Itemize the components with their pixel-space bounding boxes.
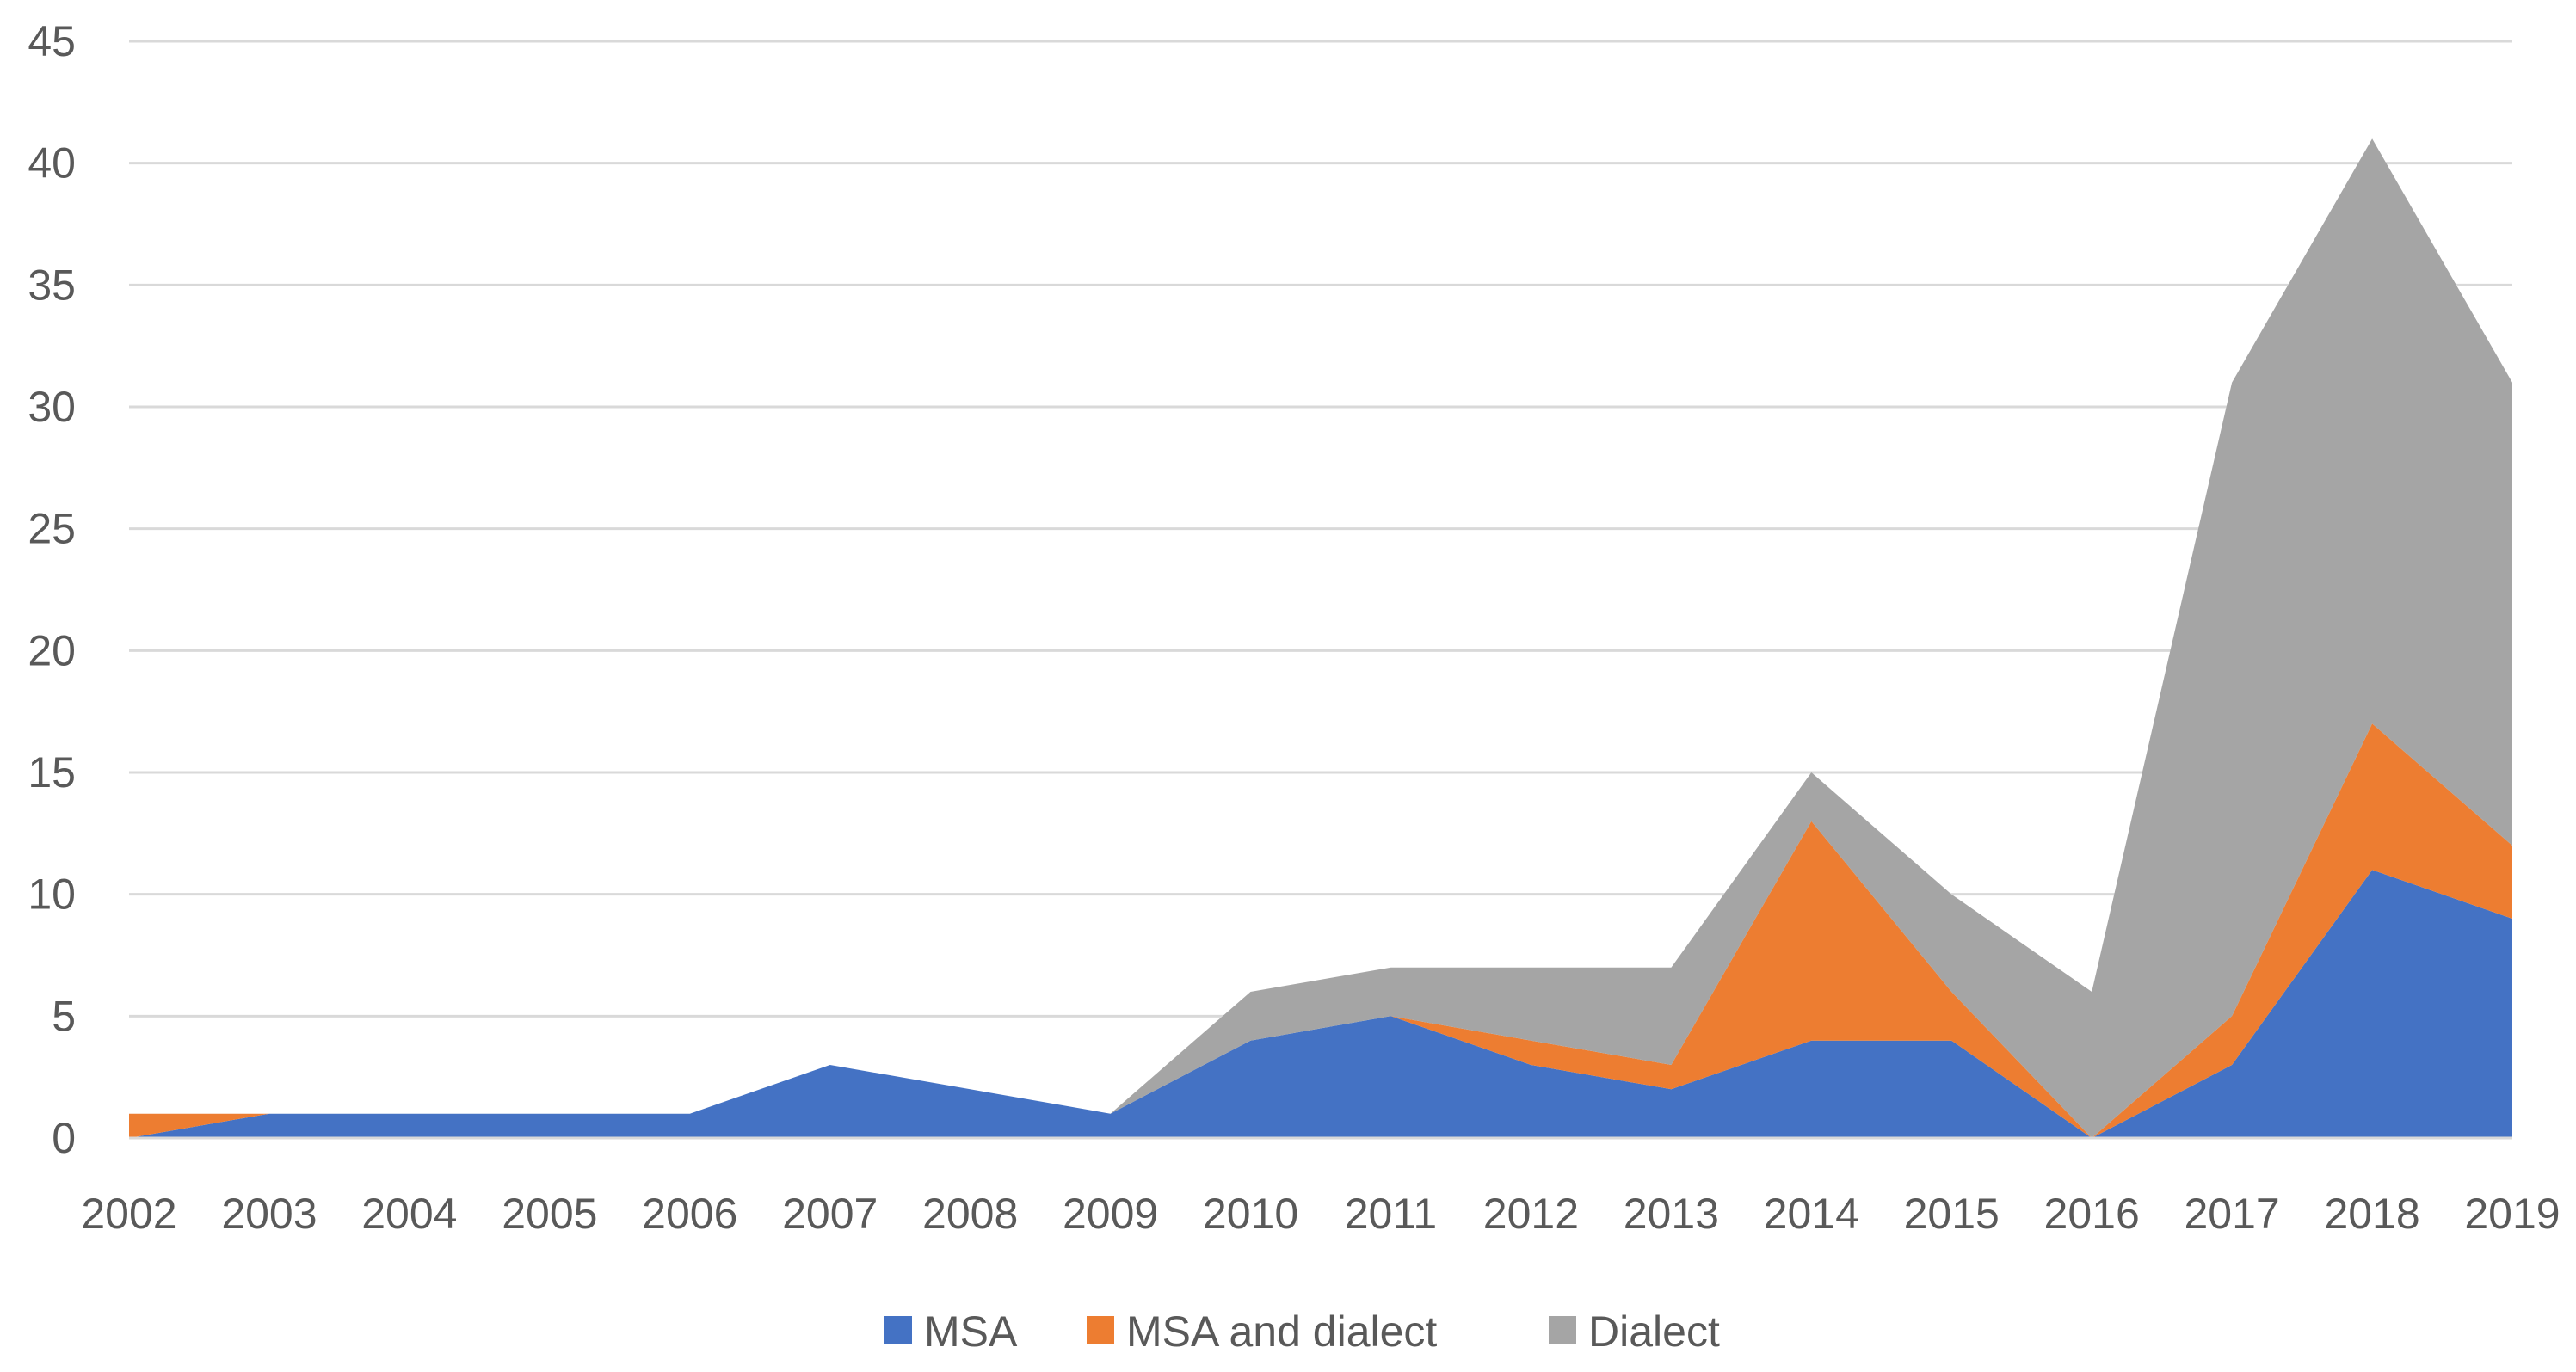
x-tick-label: 2017: [2185, 1190, 2280, 1238]
legend: MSA MSA and dialect Dialect: [884, 1307, 1720, 1356]
y-tick-label: 40: [28, 139, 76, 188]
axes: 0 5 10 15 20 25 30 35 40 45 2002 2003 2004 2005 2006 20…: [28, 17, 2560, 1238]
x-tick-label: 2014: [1764, 1190, 1859, 1238]
y-tick-label: 5: [52, 992, 76, 1040]
area-series-msa-and-dialect: [129, 723, 2512, 1138]
x-tick-label: 2012: [1483, 1190, 1579, 1238]
x-tick-label: 2015: [1904, 1190, 2000, 1238]
legend-swatch: [1087, 1316, 1114, 1344]
x-tick-label: 2013: [1624, 1190, 1719, 1238]
x-tick-label: 2004: [361, 1190, 457, 1238]
x-tick-label: 2016: [2044, 1190, 2140, 1238]
x-tick-label: 2007: [782, 1190, 878, 1238]
gridlines: [129, 40, 2512, 1140]
legend-swatch: [1549, 1316, 1576, 1344]
y-tick-label: 0: [52, 1114, 76, 1162]
x-tick-label: 2005: [502, 1190, 597, 1238]
y-tick-label: 20: [28, 626, 76, 674]
y-tick-label: 10: [28, 871, 76, 919]
area-series-msa: [129, 870, 2512, 1138]
y-tick-label: 35: [28, 261, 76, 309]
y-tick-label: 15: [28, 748, 76, 797]
x-tick-label: 2010: [1203, 1190, 1298, 1238]
series-areas: [129, 138, 2512, 1138]
x-tick-label: 2018: [2324, 1190, 2419, 1238]
x-tick-label: 2002: [81, 1190, 176, 1238]
legend-label: Dialect: [1588, 1307, 1720, 1356]
x-tick-label: 2006: [642, 1190, 737, 1238]
x-tick-label: 2003: [221, 1190, 317, 1238]
x-tick-label: 2009: [1063, 1190, 1158, 1238]
y-tick-label: 30: [28, 383, 76, 431]
x-tick-label: 2011: [1345, 1190, 1438, 1238]
legend-swatch: [884, 1316, 912, 1344]
y-tick-label: 45: [28, 17, 76, 65]
legend-label: MSA and dialect: [1126, 1307, 1437, 1356]
legend-label: MSA: [924, 1307, 1018, 1356]
area-series-dialect: [129, 138, 2512, 1138]
x-tick-label: 2008: [922, 1190, 1018, 1238]
y-tick-label: 25: [28, 505, 76, 553]
x-tick-label: 2019: [2464, 1190, 2560, 1238]
